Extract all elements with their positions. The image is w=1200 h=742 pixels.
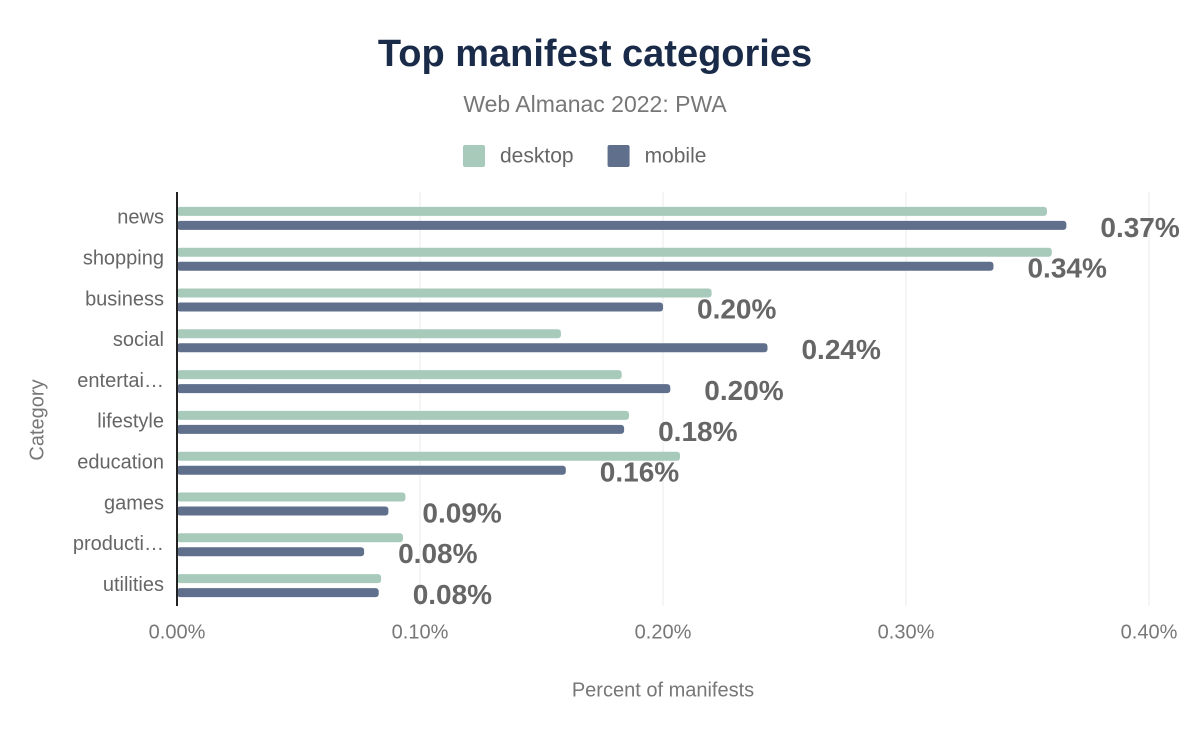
bar [177, 547, 365, 557]
bar [177, 424, 625, 434]
data-label: 0.08% [413, 579, 492, 610]
bar [177, 384, 671, 394]
bar [177, 370, 622, 380]
y-tick-label: lifestyle [97, 411, 164, 433]
x-tick-label: 0.20% [635, 621, 692, 643]
y-tick-label: news [117, 207, 164, 229]
bar [177, 588, 379, 598]
bar [177, 302, 663, 312]
bar [177, 492, 406, 502]
bar [177, 410, 629, 420]
x-tick-label: 0.40% [1121, 621, 1178, 643]
bar [177, 506, 389, 516]
legend-label: desktop [500, 145, 574, 168]
x-tick-label: 0.00% [149, 621, 206, 643]
y-tick-label: business [85, 288, 164, 310]
data-label: 0.20% [704, 375, 783, 406]
bar [177, 451, 681, 461]
legend-swatch [463, 145, 485, 167]
bar [177, 343, 768, 353]
x-tick-label: 0.10% [392, 621, 449, 643]
bar [177, 261, 994, 271]
bar [177, 206, 1047, 216]
y-tick-label: producti… [73, 533, 164, 555]
bar [177, 533, 403, 543]
data-label: 0.08% [398, 538, 477, 569]
bar [177, 247, 1052, 257]
data-label: 0.18% [658, 416, 737, 447]
y-tick-label: games [104, 492, 164, 514]
chart-title: Top manifest categories [378, 33, 812, 75]
data-label: 0.24% [801, 334, 880, 365]
x-axis-title: Percent of manifests [572, 679, 754, 701]
x-tick-label: 0.30% [878, 621, 935, 643]
y-tick-label: social [113, 329, 164, 351]
chart-subtitle: Web Almanac 2022: PWA [463, 91, 727, 117]
y-tick-label: utilities [103, 574, 164, 596]
data-label: 0.16% [600, 457, 679, 488]
bar [177, 574, 382, 584]
legend-swatch [607, 145, 630, 167]
legend-label: mobile [645, 145, 707, 168]
data-label: 0.34% [1027, 253, 1106, 284]
bar [177, 329, 561, 339]
bar [177, 288, 712, 298]
y-axis-title: Category [26, 379, 48, 460]
y-tick-label: entertai… [77, 370, 164, 392]
bar [177, 465, 566, 475]
data-label: 0.20% [697, 293, 776, 324]
data-label: 0.09% [422, 497, 501, 528]
y-tick-label: shopping [83, 247, 164, 269]
bar [177, 220, 1067, 230]
y-tick-label: education [77, 451, 164, 473]
data-label: 0.37% [1100, 212, 1179, 243]
